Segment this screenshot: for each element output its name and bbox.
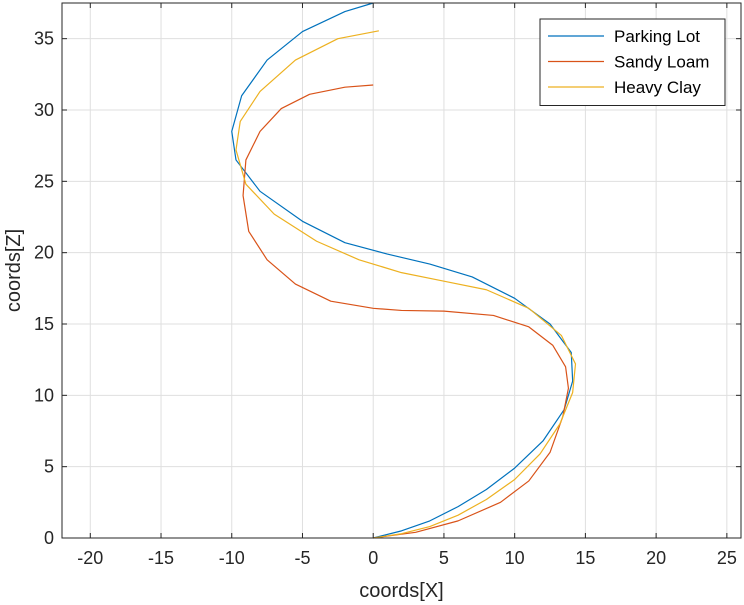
series-line-sandy-loam <box>242 84 570 539</box>
legend: Parking Lot Sandy Loam Heavy Clay <box>539 18 726 106</box>
y-tick-label: 30 <box>34 100 54 120</box>
x-tick-label: 15 <box>575 548 595 568</box>
x-tick-label: 20 <box>646 548 666 568</box>
y-tick-label: 5 <box>44 457 54 477</box>
x-tick-label: -20 <box>77 548 103 568</box>
y-tick-label: 15 <box>34 314 54 334</box>
x-axis-label: coords[X] <box>359 580 443 602</box>
axes <box>61 2 742 539</box>
x-tick-label: -10 <box>219 548 245 568</box>
y-tick-label: 25 <box>34 171 54 191</box>
y-axis-label: coords[Z] <box>3 229 25 312</box>
x-tick-label: 10 <box>505 548 525 568</box>
legend-box <box>539 18 726 106</box>
x-tick-label: 5 <box>439 548 449 568</box>
tick-labels: -20 -15 -10 -5 0 5 10 15 20 25 0 5 10 15 20 25 30 35 <box>34 29 737 568</box>
x-tick-label: 0 <box>368 548 378 568</box>
x-tick-label: -5 <box>294 548 310 568</box>
x-tick-label: 25 <box>717 548 737 568</box>
plot-area-border <box>61 2 742 539</box>
legend-entry: Heavy Clay <box>614 78 701 97</box>
legend-entry: Sandy Loam <box>614 53 709 72</box>
legend-entry: Parking Lot <box>614 27 700 46</box>
x-tick-label: -15 <box>148 548 174 568</box>
series-line-heavy-clay <box>235 30 577 539</box>
y-tick-label: 20 <box>34 243 54 263</box>
series-line-parking-lot <box>231 2 574 539</box>
y-tick-label: 10 <box>34 385 54 405</box>
y-tick-label: 0 <box>44 528 54 548</box>
plot-lines <box>231 2 577 539</box>
y-tick-label: 35 <box>34 29 54 49</box>
